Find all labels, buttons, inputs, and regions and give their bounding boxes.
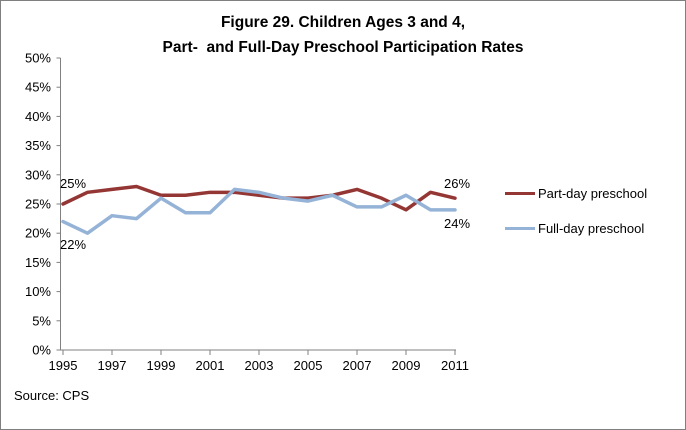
y-tick-label: 5% (32, 313, 51, 328)
y-tick-label: 10% (25, 284, 51, 299)
x-tick-label: 2003 (245, 358, 274, 373)
chart-title-line2: Part- and Full-Day Preschool Participati… (162, 39, 524, 56)
y-tick-label: 50% (25, 51, 51, 66)
legend-swatch-part-day-icon (505, 191, 535, 195)
chart-title: Figure 29. Children Ages 3 and 4, Part- … (1, 10, 685, 60)
data-label-part-day-1995: 25% (60, 176, 87, 191)
data-label-part-day-2011: 26% (444, 176, 471, 191)
x-tick-label: 2011 (441, 358, 469, 373)
x-tick-label: 2005 (294, 358, 323, 373)
y-tick-label: 40% (25, 109, 51, 124)
legend: Part-day preschool Full-day preschool (505, 182, 647, 252)
series-line-full-day (61, 187, 457, 235)
legend-item-full-day: Full-day preschool (505, 217, 647, 239)
y-tick-label: 45% (25, 80, 51, 95)
y-tick-label: 15% (25, 255, 51, 270)
y-tick-label: 0% (32, 343, 51, 358)
y-tick-label: 35% (25, 138, 51, 153)
y-tick-label: 20% (25, 226, 51, 241)
x-tick-label: 2009 (392, 358, 421, 373)
chart-title-line1: Figure 29. Children Ages 3 and 4, (220, 14, 466, 31)
y-tick-label: 25% (25, 197, 51, 212)
legend-label-full-day: Full-day preschool (538, 220, 645, 236)
legend-item-part-day: Part-day preschool (505, 182, 647, 204)
legend-label-part-day: Part-day preschool (538, 185, 648, 201)
x-tick-label: 1997 (98, 358, 127, 373)
x-tick-label: 2007 (343, 358, 372, 373)
data-label-full-day-1995: 22% (60, 237, 87, 252)
x-tick-label: 1999 (147, 358, 176, 373)
legend-swatch-full-day-icon (505, 226, 535, 230)
x-tick-label: 1995 (49, 358, 78, 373)
data-label-full-day-2011: 24% (444, 216, 471, 231)
x-tick-label: 2001 (196, 358, 225, 373)
source-note: Source: CPS (14, 388, 90, 403)
y-tick-label: 30% (25, 167, 51, 182)
